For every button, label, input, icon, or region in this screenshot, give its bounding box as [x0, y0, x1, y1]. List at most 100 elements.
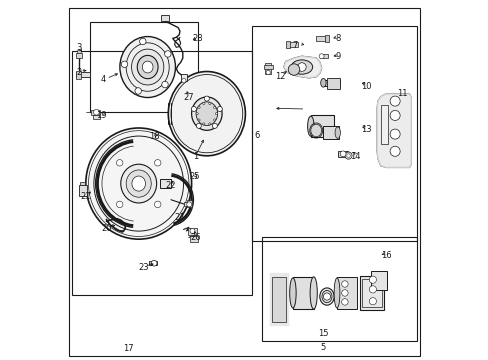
Circle shape: [154, 159, 161, 166]
Circle shape: [341, 299, 347, 305]
Circle shape: [368, 276, 376, 283]
Bar: [187, 228, 196, 234]
Bar: [265, 63, 270, 74]
Ellipse shape: [321, 291, 331, 303]
Circle shape: [319, 54, 324, 59]
Ellipse shape: [85, 128, 191, 239]
Circle shape: [213, 119, 215, 121]
Bar: [180, 74, 187, 81]
Text: 27: 27: [183, 93, 194, 102]
Text: 20: 20: [101, 224, 111, 233]
Circle shape: [217, 107, 222, 112]
Bar: [183, 202, 190, 206]
Ellipse shape: [131, 49, 163, 85]
Polygon shape: [376, 94, 410, 167]
Circle shape: [323, 293, 330, 300]
Circle shape: [93, 109, 99, 115]
Text: 14: 14: [350, 152, 360, 161]
Text: 26: 26: [190, 233, 201, 242]
Circle shape: [203, 102, 204, 104]
Text: 10: 10: [361, 82, 371, 91]
Ellipse shape: [334, 127, 340, 138]
Circle shape: [151, 260, 157, 266]
Circle shape: [297, 63, 305, 71]
Ellipse shape: [310, 124, 321, 137]
Circle shape: [212, 123, 217, 129]
Ellipse shape: [289, 278, 296, 308]
Bar: [262, 237, 416, 341]
Text: 4: 4: [100, 75, 105, 84]
Bar: [76, 53, 81, 58]
Text: 2: 2: [76, 68, 81, 77]
Bar: [190, 236, 198, 242]
Bar: [149, 261, 156, 265]
Bar: [310, 116, 333, 137]
Text: 1: 1: [193, 152, 198, 161]
Circle shape: [182, 78, 185, 83]
Text: 8: 8: [334, 34, 340, 43]
Circle shape: [389, 96, 399, 106]
Text: 23: 23: [138, 264, 148, 273]
Text: 18: 18: [149, 132, 160, 141]
Circle shape: [196, 113, 198, 115]
Text: 22: 22: [165, 181, 176, 190]
Ellipse shape: [333, 278, 339, 308]
Circle shape: [215, 113, 217, 115]
Text: 15: 15: [318, 329, 328, 338]
Ellipse shape: [120, 37, 175, 98]
Text: 6: 6: [254, 131, 259, 140]
Circle shape: [208, 123, 210, 125]
Ellipse shape: [319, 288, 333, 305]
Circle shape: [196, 123, 201, 129]
Text: 19: 19: [96, 111, 106, 120]
Circle shape: [164, 51, 171, 57]
Circle shape: [116, 201, 122, 208]
Circle shape: [203, 123, 204, 125]
Text: 25: 25: [189, 172, 199, 181]
Circle shape: [121, 61, 127, 68]
Ellipse shape: [168, 72, 245, 156]
Bar: [316, 36, 325, 41]
Polygon shape: [284, 56, 321, 78]
Ellipse shape: [137, 55, 158, 79]
Text: 12: 12: [275, 72, 285, 81]
Bar: [77, 50, 81, 53]
Bar: [91, 110, 100, 115]
Text: 17: 17: [122, 344, 133, 353]
Bar: [93, 116, 100, 119]
Polygon shape: [270, 273, 287, 325]
Bar: [76, 71, 81, 78]
Bar: [322, 126, 338, 139]
Bar: [90, 22, 198, 112]
Ellipse shape: [307, 116, 313, 136]
Bar: [325, 35, 328, 42]
Circle shape: [341, 290, 347, 296]
Bar: [272, 277, 285, 321]
Text: 28: 28: [192, 34, 203, 43]
Ellipse shape: [126, 170, 151, 197]
Bar: [362, 279, 381, 307]
Bar: [292, 277, 313, 309]
Text: 16: 16: [380, 251, 391, 260]
Circle shape: [162, 81, 168, 88]
Text: 21: 21: [81, 192, 91, 201]
Ellipse shape: [121, 164, 156, 203]
Bar: [263, 64, 272, 69]
Bar: [161, 15, 169, 22]
Circle shape: [341, 281, 347, 287]
Bar: [337, 151, 348, 157]
Bar: [326, 78, 339, 89]
Text: 24: 24: [174, 213, 185, 222]
Circle shape: [191, 107, 196, 112]
Circle shape: [204, 96, 209, 101]
Circle shape: [135, 88, 141, 94]
Ellipse shape: [320, 78, 325, 87]
Circle shape: [287, 64, 299, 75]
Circle shape: [154, 201, 161, 208]
Text: 3: 3: [76, 43, 81, 52]
Circle shape: [265, 70, 270, 75]
Bar: [286, 41, 289, 48]
Ellipse shape: [191, 97, 222, 130]
Circle shape: [340, 151, 346, 157]
Circle shape: [368, 286, 376, 293]
